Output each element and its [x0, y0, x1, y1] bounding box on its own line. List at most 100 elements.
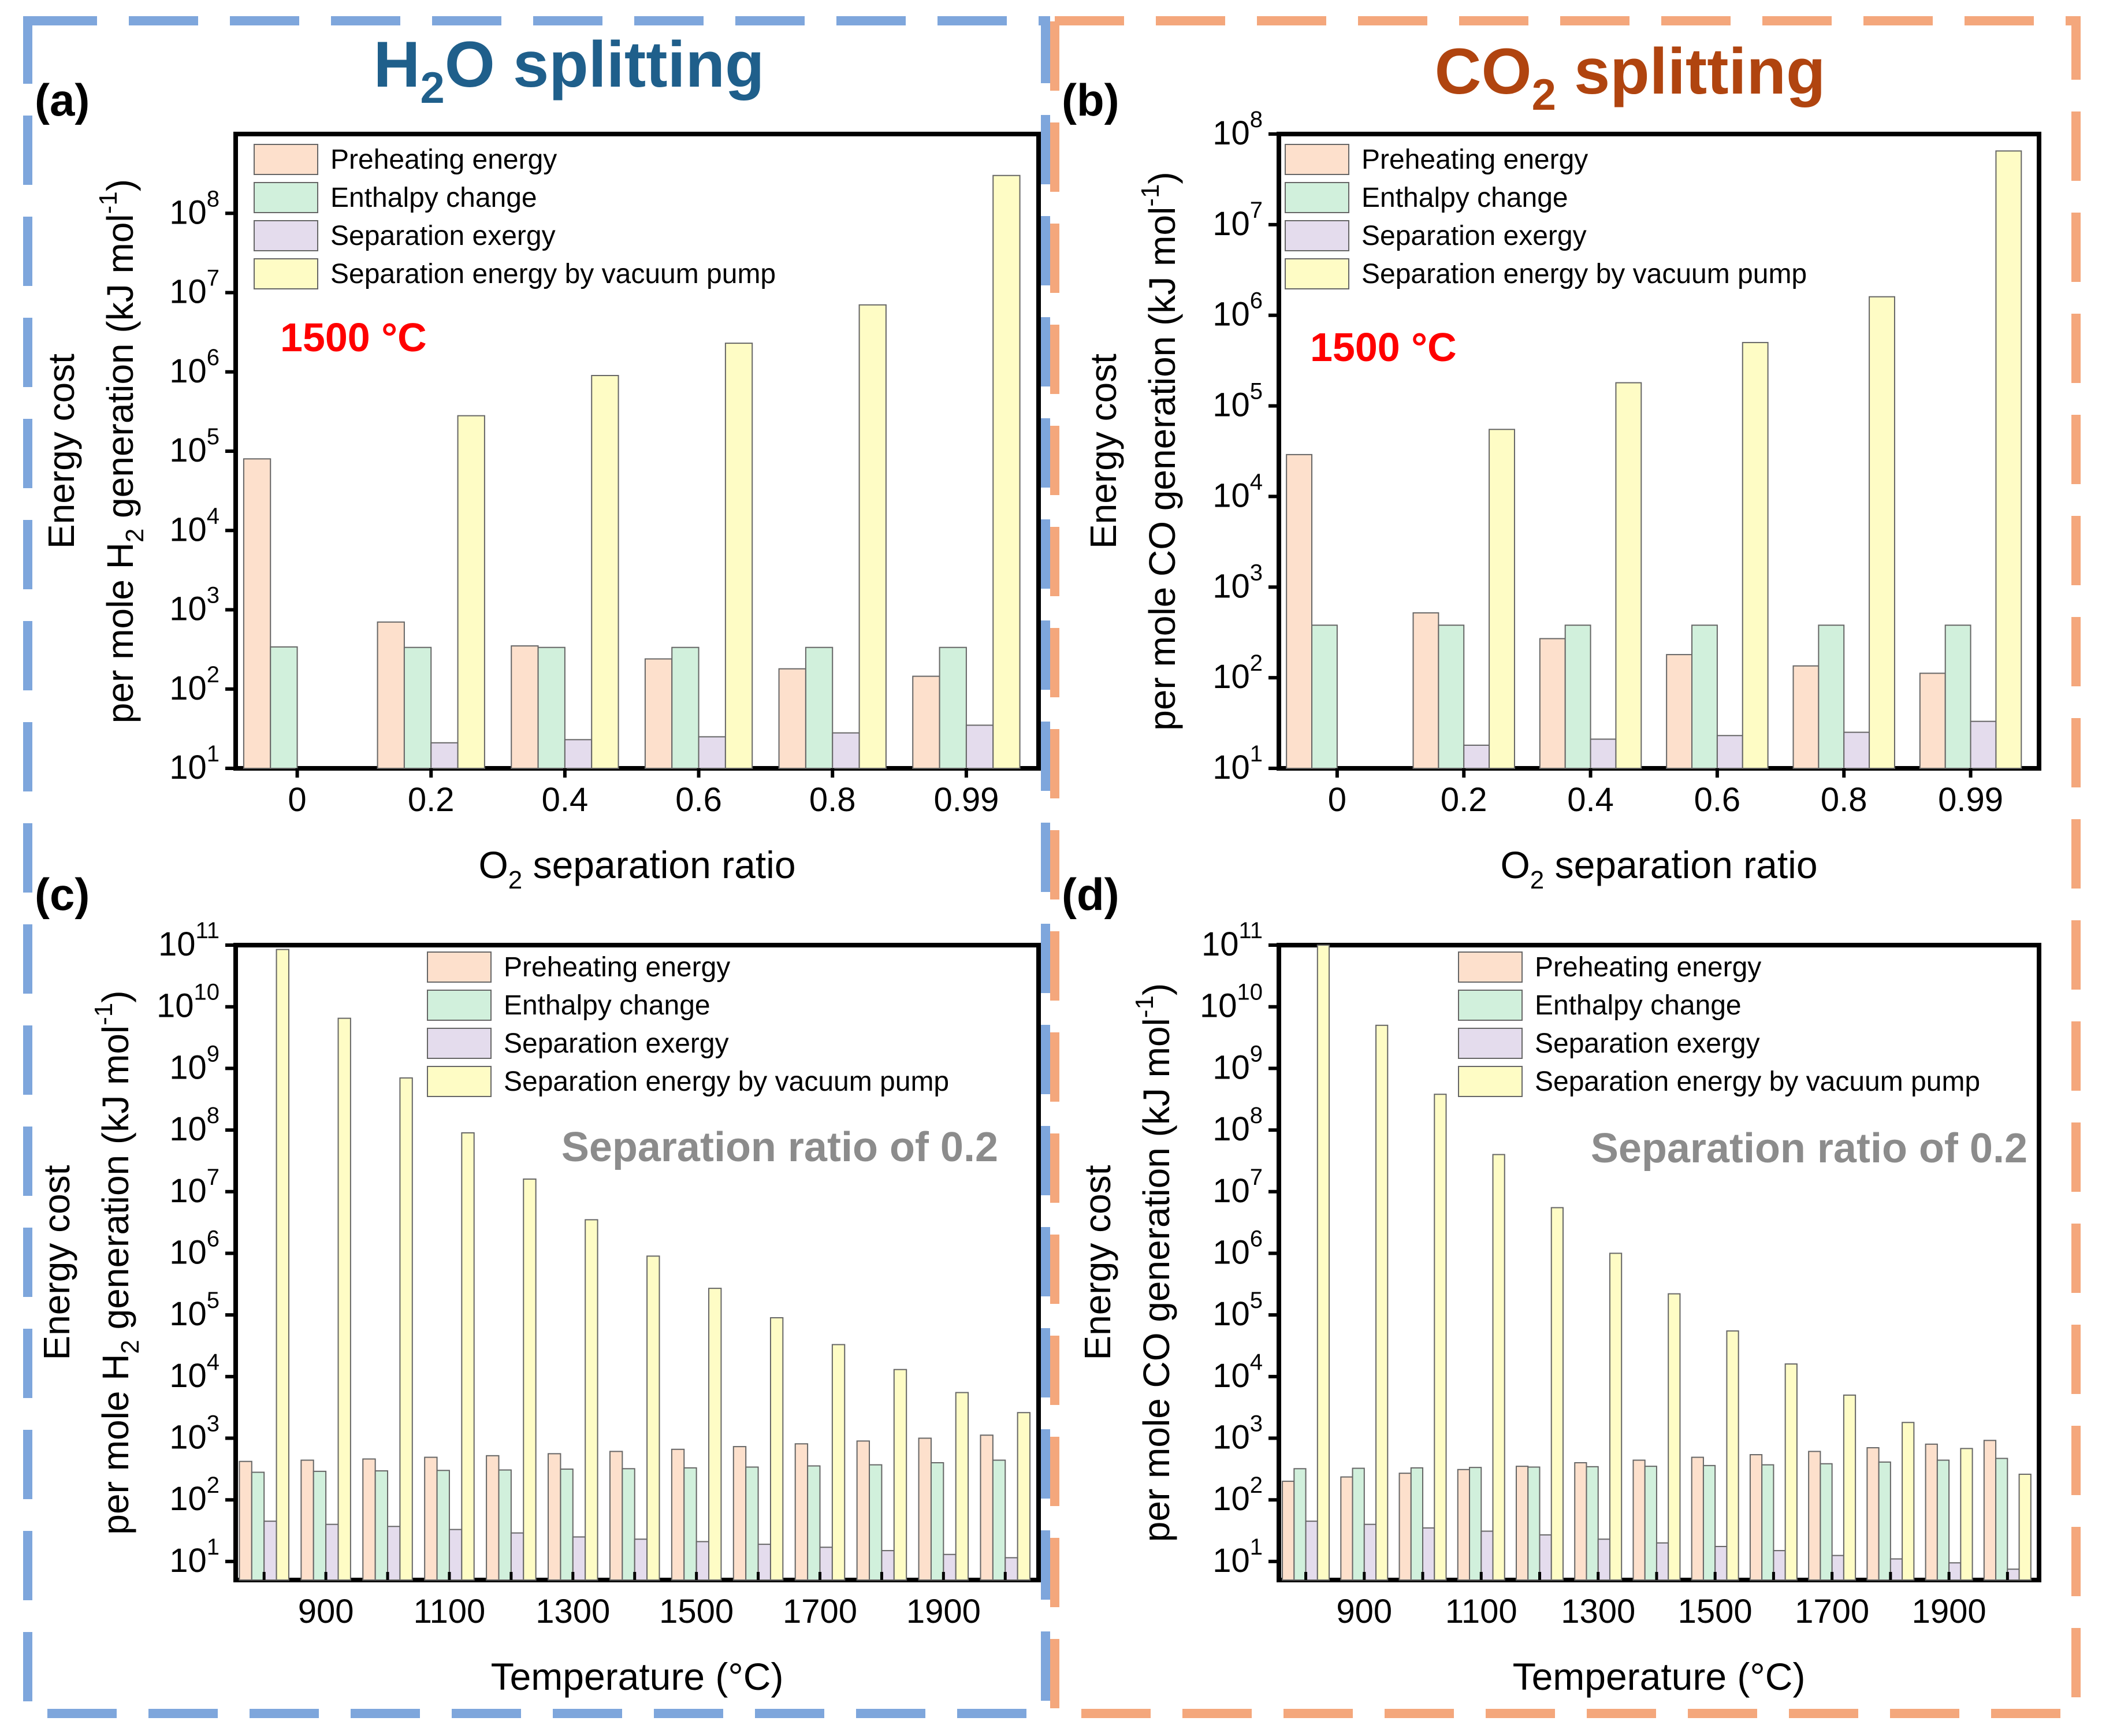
y-tick-label: 109 [169, 1041, 219, 1086]
bar-preheating [377, 621, 405, 769]
x-tick-label: 1500 [1678, 1593, 1753, 1630]
legend-label-vacuum: Separation energy by vacuum pump [330, 259, 776, 289]
bar-preheating [1919, 672, 1946, 769]
y-tick-label: 1010 [157, 980, 219, 1025]
bar-enthalpy [1936, 1459, 1950, 1581]
bar-separation [1970, 720, 1997, 769]
bar-separation [943, 1553, 957, 1581]
bar-preheating [1398, 1473, 1412, 1581]
bar-preheating [243, 458, 271, 769]
bar-enthalpy [1691, 624, 1718, 770]
bar-separation [1889, 1558, 1903, 1581]
y-tick-label: 107 [1212, 1165, 1263, 1210]
bar-separation [881, 1550, 895, 1581]
panel-label: (d) [1062, 869, 1119, 920]
bar-separation [1716, 735, 1743, 769]
y-tick-label: 102 [1212, 1473, 1263, 1518]
bar-separation [572, 1536, 586, 1581]
bar-separation [634, 1538, 648, 1581]
bar-vacuum [1017, 1412, 1031, 1581]
x-tick-label: 0.99 [1938, 781, 2003, 819]
y-axis-label-line2: per mole H2 generation (kJ mol-1) [94, 179, 149, 723]
bar-preheating [1632, 1459, 1646, 1581]
legend-swatch-preheating [254, 144, 318, 175]
y-tick-label: 108 [169, 1103, 219, 1148]
bar-enthalpy [537, 646, 566, 770]
bar-preheating [609, 1451, 623, 1581]
y-tick-label: 105 [169, 1288, 219, 1333]
bar-preheating [980, 1434, 994, 1581]
co2-splitting-title: CO2 splitting [1435, 35, 1826, 120]
bar-preheating [1749, 1454, 1763, 1581]
y-tick-label: 104 [169, 503, 219, 548]
y-tick-label: 108 [169, 186, 219, 231]
bar-preheating [778, 668, 806, 770]
bar-vacuum [724, 343, 753, 769]
y-tick-label: 104 [1212, 469, 1263, 514]
bar-preheating [1412, 612, 1439, 770]
x-axis-label: Temperature (°C) [491, 1655, 784, 1698]
bar-preheating [1340, 1476, 1353, 1581]
y-tick-label: 101 [169, 1534, 219, 1579]
legend-label-enthalpy: Enthalpy change [1535, 990, 1742, 1021]
bar-enthalpy [869, 1464, 883, 1581]
bar-enthalpy [930, 1462, 944, 1581]
bar-vacuum [1742, 341, 1769, 769]
bar-enthalpy [745, 1466, 759, 1581]
x-tick-label: 1100 [414, 1593, 486, 1630]
legend-label-vacuum: Separation energy by vacuum pump [504, 1066, 949, 1097]
bar-preheating [1792, 665, 1820, 770]
co2-group-border [1050, 16, 2081, 1718]
bar-vacuum [769, 1317, 784, 1581]
bar-enthalpy [807, 1465, 821, 1581]
x-tick-label: 1300 [535, 1593, 610, 1630]
bar-enthalpy [560, 1469, 574, 1581]
bar-separation [1005, 1557, 1018, 1581]
bar-enthalpy [671, 646, 700, 770]
bar-preheating [1282, 1481, 1295, 1581]
x-tick-label: 0.6 [675, 781, 722, 819]
legend-label-separation: Separation exergy [504, 1028, 729, 1059]
legend-swatch-enthalpy [1285, 182, 1349, 213]
bar-separation [510, 1532, 524, 1581]
y-axis-label-line2: per mole CO generation (kJ mol-1) [1130, 983, 1177, 1542]
bar-enthalpy [939, 646, 967, 770]
y-axis-label-line1: Energy cost [1077, 1165, 1118, 1360]
x-tick-label: 0.4 [542, 781, 589, 819]
bar-separation [695, 1541, 710, 1581]
legend-swatch-enthalpy [254, 182, 318, 213]
legend-swatch-separation [254, 220, 318, 251]
legend-label-preheating: Preheating energy [504, 952, 730, 983]
bar-preheating [1983, 1440, 1997, 1581]
bar-enthalpy [1469, 1467, 1482, 1581]
bar-vacuum [1434, 1094, 1447, 1581]
bar-vacuum [1316, 945, 1330, 1581]
bar-preheating [644, 658, 673, 770]
x-tick-label: 0.2 [1441, 781, 1487, 819]
bar-vacuum [992, 174, 1021, 769]
chart-annotation: 1500 °C [1310, 325, 1457, 370]
bar-separation [1590, 738, 1617, 770]
bar-separation [448, 1529, 463, 1581]
chart-annotation: Separation ratio of 0.2 [561, 1124, 998, 1170]
bar-preheating [1515, 1466, 1529, 1581]
bar-preheating [671, 1448, 685, 1581]
bar-vacuum [399, 1077, 413, 1581]
legend-swatch-enthalpy [1458, 990, 1523, 1021]
bar-enthalpy [805, 646, 834, 770]
bar-enthalpy [1878, 1461, 1891, 1581]
legend-label-preheating: Preheating energy [1361, 144, 1588, 175]
bar-enthalpy [1410, 1467, 1424, 1581]
bar-separation [698, 736, 726, 769]
bar-separation [1539, 1534, 1552, 1581]
legend-label-separation: Separation exergy [1361, 221, 1587, 251]
bar-vacuum [585, 1219, 598, 1581]
y-tick-label: 103 [1212, 1411, 1263, 1456]
bar-enthalpy [251, 1471, 265, 1581]
chart-panel-a: (a) 101 102 103 104 105 106 107 108 0 0.2 0.4 0.6 0.8… [35, 75, 1041, 894]
h2o-group-border [23, 16, 1050, 1718]
chart-annotation: 1500 °C [280, 315, 427, 360]
y-tick-label: 103 [1212, 560, 1263, 605]
x-tick-label: 1300 [1561, 1593, 1635, 1630]
